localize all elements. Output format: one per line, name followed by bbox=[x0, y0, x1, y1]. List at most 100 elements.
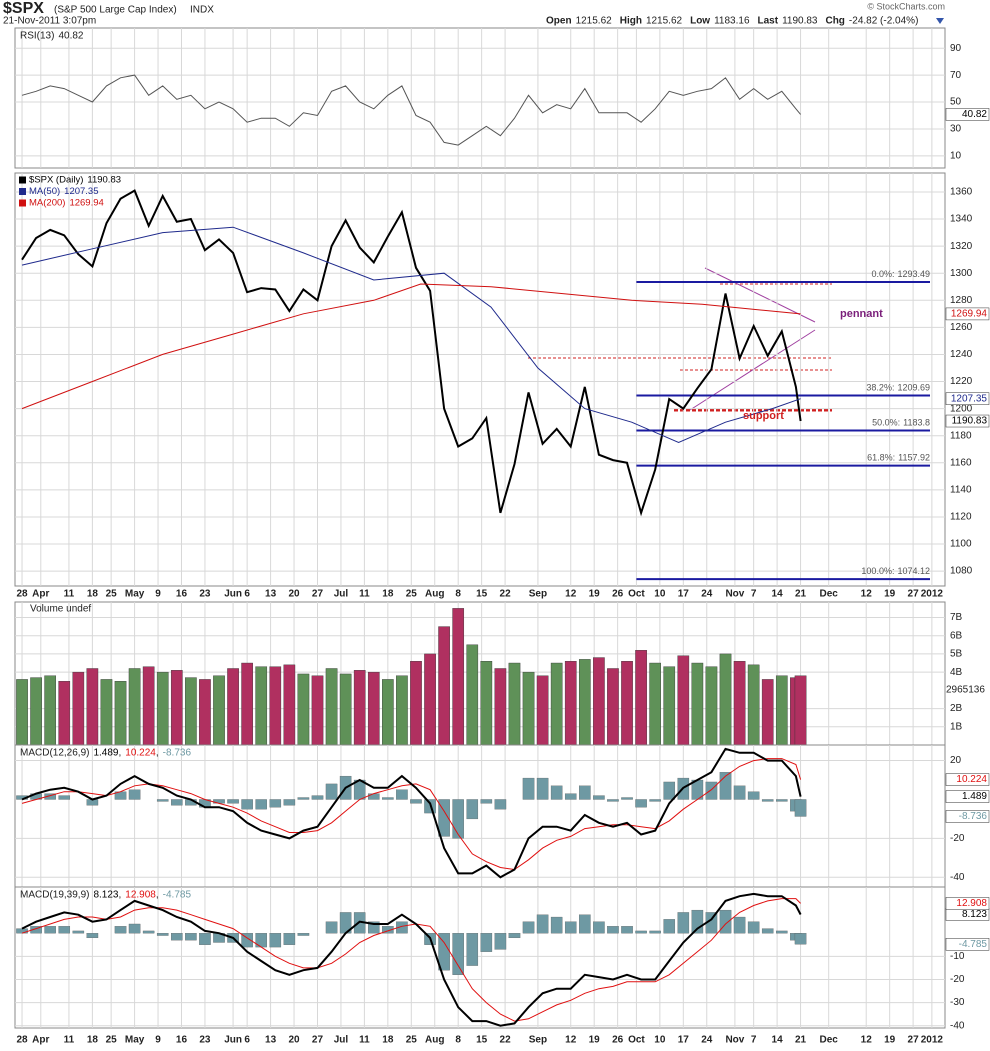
volume-bar bbox=[593, 657, 605, 746]
x-tick-label: 23 bbox=[199, 1035, 211, 1046]
y-tick-label: 30 bbox=[950, 124, 962, 135]
y-tick-label: 90 bbox=[950, 43, 962, 54]
histogram-bar bbox=[776, 930, 788, 934]
index-name: (S&P 500 Large Cap Index) bbox=[54, 5, 177, 16]
legend-value: -8.736 bbox=[163, 748, 192, 759]
volume-bar bbox=[185, 677, 197, 746]
histogram-bar bbox=[128, 789, 141, 800]
histogram-bar bbox=[86, 933, 99, 939]
pennant-line bbox=[704, 267, 816, 323]
x-tick-label: 15 bbox=[476, 1035, 488, 1046]
x-tick-label: 17 bbox=[678, 589, 690, 600]
x-tick-label: 13 bbox=[265, 1035, 277, 1046]
volume-bar bbox=[142, 666, 155, 746]
histogram-bar bbox=[269, 799, 282, 808]
y-tick-label: -10 bbox=[950, 951, 965, 962]
histogram-bar bbox=[367, 921, 380, 934]
x-tick-label: 15 bbox=[476, 589, 488, 600]
histogram-bar bbox=[283, 799, 296, 806]
volume-bar bbox=[170, 670, 183, 746]
legend-value: 1190.83 bbox=[87, 175, 121, 186]
x-tick-label: 12 bbox=[861, 589, 873, 600]
annotation: support bbox=[743, 410, 784, 422]
volume-bar bbox=[16, 679, 28, 746]
volume-bar bbox=[635, 650, 647, 746]
histogram-bar bbox=[466, 933, 479, 966]
panel-frame bbox=[14, 886, 946, 1029]
legend-name: MA(50) bbox=[29, 186, 60, 197]
x-tick-label: Nov bbox=[725, 589, 744, 600]
volume-bar bbox=[438, 626, 450, 746]
histogram-bar bbox=[733, 785, 746, 800]
volume-bar bbox=[199, 679, 211, 746]
histogram-bar bbox=[297, 933, 310, 936]
x-tick-label: 18 bbox=[382, 1035, 394, 1046]
x-tick-label: 12 bbox=[565, 589, 577, 600]
volume-bar bbox=[747, 664, 760, 746]
volume-bar bbox=[691, 662, 704, 746]
histogram-bar bbox=[199, 933, 211, 945]
x-tick-label: Sep bbox=[529, 589, 547, 600]
x-tick-label: 25 bbox=[406, 589, 418, 600]
value-tag-text: 12.908 bbox=[956, 898, 987, 909]
histogram-bar bbox=[452, 799, 464, 839]
x-tick-label: 10 bbox=[654, 589, 666, 600]
legend: Volume undef bbox=[30, 604, 91, 615]
x-tick-label: 11 bbox=[359, 589, 370, 600]
histogram-bar bbox=[16, 928, 28, 934]
histogram-bar bbox=[438, 933, 450, 971]
legend-name: $SPX (Daily) bbox=[29, 175, 83, 186]
histogram-bar bbox=[396, 789, 408, 800]
histogram-bar bbox=[114, 926, 127, 934]
x-tick-label: 24 bbox=[701, 1035, 713, 1046]
x-tick-label: 18 bbox=[382, 589, 394, 600]
histogram-bar bbox=[480, 799, 493, 804]
histogram-bar bbox=[705, 781, 718, 800]
volume-bar bbox=[297, 673, 310, 746]
fib-label: 100.0%: 1074.12 bbox=[861, 566, 930, 576]
moving-average bbox=[21, 283, 801, 410]
x-tick-label: 22 bbox=[500, 1035, 512, 1046]
volume-bar bbox=[480, 661, 493, 746]
histogram-bar bbox=[579, 785, 591, 800]
histogram-bar bbox=[44, 926, 56, 934]
legend-value: 12.908 bbox=[125, 890, 156, 901]
legend-value: 10.224 bbox=[125, 748, 156, 759]
exchange: INDX bbox=[190, 5, 214, 16]
histogram-bar bbox=[607, 799, 619, 802]
histogram-bar bbox=[185, 933, 197, 941]
rsi-line bbox=[21, 74, 801, 146]
quote-value: 1183.16 bbox=[714, 16, 750, 27]
volume-bar bbox=[607, 668, 619, 746]
fib-value: 1074.12 bbox=[897, 566, 930, 576]
histogram-bar bbox=[649, 799, 661, 802]
y-tick-label: 1080 bbox=[950, 566, 973, 577]
value-tag-text: 1190.83 bbox=[952, 416, 988, 427]
volume-bar bbox=[522, 671, 535, 746]
histogram-bar bbox=[522, 921, 535, 934]
histogram-bar bbox=[480, 933, 493, 952]
x-tick-label: Aug bbox=[425, 589, 444, 600]
volume-bar bbox=[58, 681, 71, 746]
value-tag: 1207.35 bbox=[945, 392, 990, 405]
volume-bar bbox=[227, 668, 239, 746]
histogram-bar bbox=[593, 921, 605, 934]
price-line bbox=[21, 189, 802, 517]
histogram-bar bbox=[761, 928, 774, 934]
quote-label: Last bbox=[758, 16, 779, 27]
x-tick-label: Dec bbox=[820, 589, 839, 600]
x-tick-label: 8 bbox=[455, 589, 461, 600]
x-tick-label: 27 bbox=[908, 1035, 920, 1046]
histogram-bar bbox=[255, 799, 267, 810]
histogram-bar bbox=[44, 793, 56, 800]
y-tick-label: -30 bbox=[950, 997, 965, 1008]
value-tag: 12.908 bbox=[945, 897, 990, 910]
value-tag-text: 1207.35 bbox=[951, 393, 988, 404]
histogram-bar bbox=[579, 914, 591, 934]
y-tick-label: 20 bbox=[950, 755, 962, 766]
x-tick-label: 28 bbox=[16, 1035, 28, 1046]
value-tag: 1190.83 bbox=[945, 414, 990, 428]
volume-bar bbox=[114, 681, 127, 746]
x-tick-label: Jun bbox=[224, 1035, 242, 1046]
